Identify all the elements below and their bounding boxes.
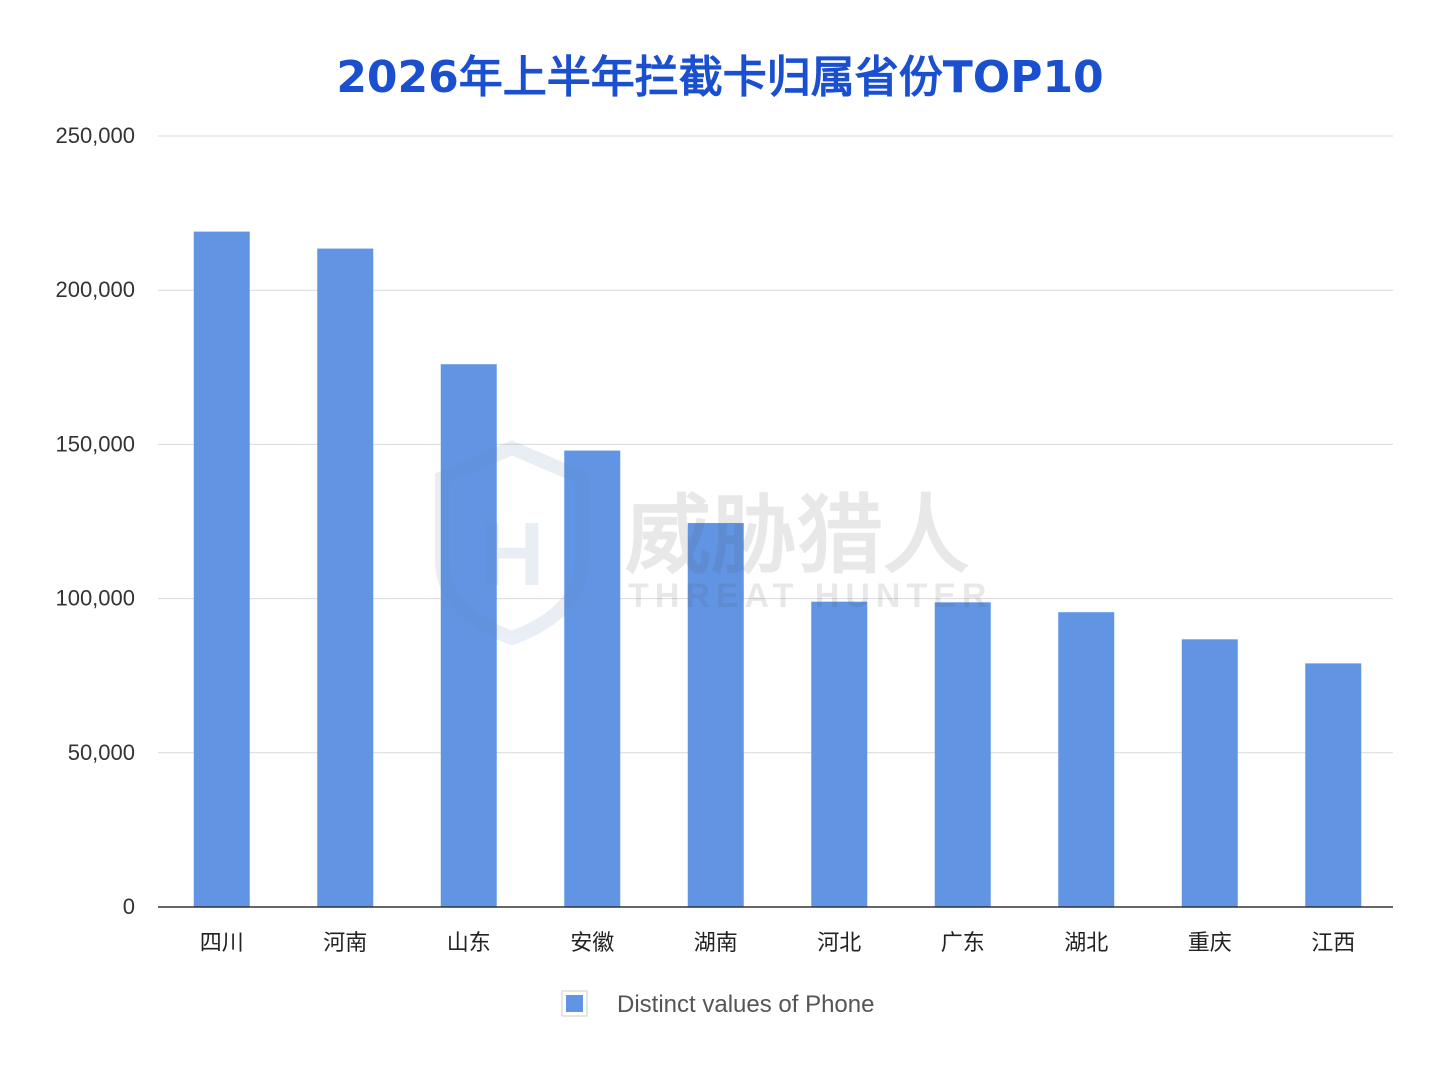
x-tick-label: 湖北	[1064, 931, 1108, 956]
y-tick-label: 250,000	[55, 123, 135, 148]
bar	[193, 231, 250, 907]
x-tick-label: 河北	[817, 931, 861, 956]
x-tick-label: 江西	[1311, 931, 1355, 956]
x-tick-label: 四川	[200, 931, 244, 956]
bar	[811, 601, 868, 907]
watermark-en: THREAT HUNTER	[628, 577, 992, 615]
x-tick-label: 广东	[941, 931, 985, 956]
bar-series	[193, 231, 1362, 908]
x-tick-label: 重庆	[1188, 931, 1232, 956]
bar	[687, 523, 744, 907]
x-tick-label: 安徽	[570, 931, 614, 956]
bar	[934, 602, 991, 907]
x-tick-label: 山东	[447, 931, 491, 956]
bar	[1058, 612, 1115, 907]
y-tick-label: 50,000	[68, 740, 135, 765]
bar	[564, 450, 621, 907]
bar	[440, 364, 497, 907]
legend-swatch-fill	[566, 995, 583, 1012]
bar	[1181, 639, 1238, 907]
bar	[1305, 663, 1362, 907]
bar	[317, 248, 374, 908]
y-tick-label: 100,000	[55, 586, 135, 611]
y-tick-label: 200,000	[55, 277, 135, 302]
watermark-logo-letter: H	[480, 505, 545, 605]
y-tick-label: 0	[123, 894, 135, 919]
y-axis-ticks: 0 50,000 100,000 150,000 200,000 250,000	[55, 123, 135, 919]
watermark: H 威胁猎人 THREAT HUNTER	[435, 440, 992, 646]
legend: Distinct values of Phone	[561, 990, 874, 1018]
y-tick-label: 150,000	[55, 431, 135, 456]
watermark-cn: 威胁猎人	[625, 486, 969, 586]
shield-th-logo-icon	[435, 440, 589, 646]
chart-title: 2026年上半年拦截卡归属省份TOP10	[336, 52, 1103, 103]
x-tick-label: 湖南	[694, 931, 738, 956]
legend-label: Distinct values of Phone	[617, 991, 874, 1018]
x-axis-labels: 四川 河南 山东 安徽 湖南 河北 广东 湖北 重庆 江西	[200, 931, 1356, 956]
x-tick-label: 河南	[323, 931, 367, 956]
